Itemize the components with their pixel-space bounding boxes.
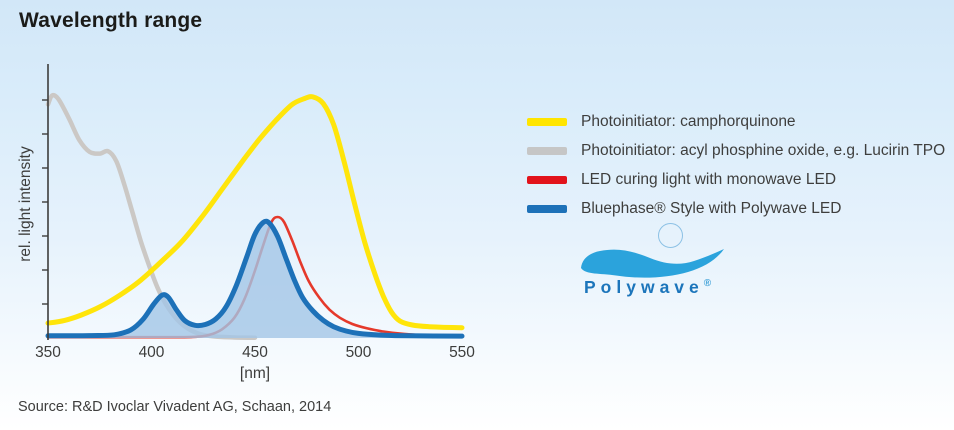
legend-swatch-icon [527,146,567,155]
x-tick-label-550: 550 [449,344,475,361]
legend-label: Photoinitiator: camphorquinone [581,112,796,130]
chart-legend: Photoinitiator: camphorquinone Photoiniti… [527,107,945,223]
page-title: Wavelength range [19,9,203,32]
legend-item-0: Photoinitiator: camphorquinone [527,107,945,136]
logo-circle-icon [658,223,683,248]
curve-polywave-led [45,218,465,339]
legend-swatch-icon [527,204,567,213]
x-tick-label-400: 400 [138,344,165,361]
polywave-logo: Polywave® [578,222,730,298]
x-axis-unit-label: [nm] [239,365,271,382]
legend-item-3: Bluephase® Style with Polywave LED [527,194,945,223]
curve-lucirin-tpo [45,92,258,340]
curve-camphorquinone [45,94,465,331]
legend-label: LED curing light with monowave LED [581,170,837,188]
logo-registered-mark: ® [703,278,712,290]
legend-swatch-icon [527,175,567,184]
legend-label: Bluephase® Style with Polywave LED [581,199,842,217]
logo-wordmark-text: Polywave [584,277,704,297]
legend-item-1: Photoinitiator: acyl phosphine oxide, e.… [527,136,945,165]
logo-wordmark: Polywave® [584,277,711,298]
x-tick-label-500: 500 [345,344,372,361]
wavelength-chart [42,64,465,340]
logo-wave-icon [581,249,724,278]
legend-label: Photoinitiator: acyl phosphine oxide, e.… [581,141,946,159]
legend-swatch-icon [527,117,567,126]
legend-item-2: LED curing light with monowave LED [527,165,945,194]
x-tick-label-450: 450 [242,344,268,361]
source-text: Source: R&D Ivoclar Vivadent AG, Schaan,… [18,399,332,415]
y-axis-label: rel. light intensity [17,146,34,262]
x-tick-label-350: 350 [35,344,61,361]
